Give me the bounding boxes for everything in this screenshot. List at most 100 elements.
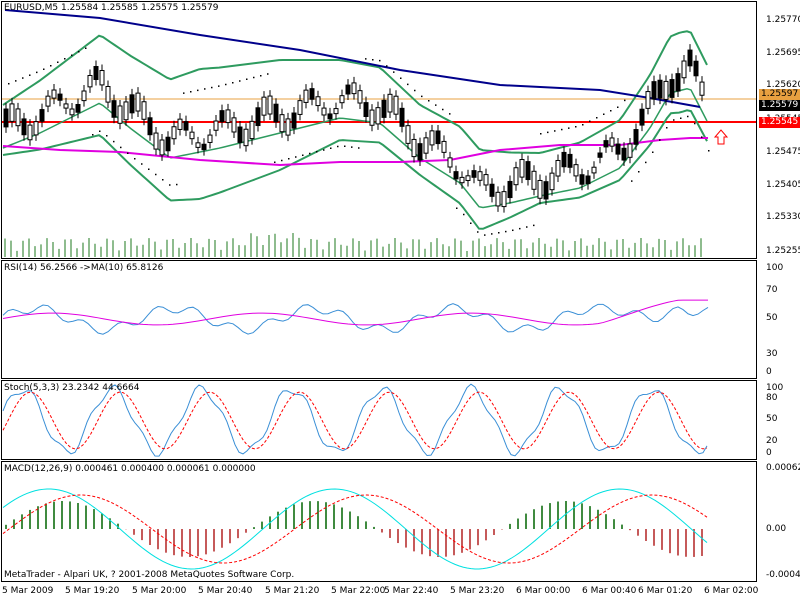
candle-body bbox=[459, 176, 465, 184]
parabolic-sar-dot bbox=[568, 127, 570, 129]
parabolic-sar-dot bbox=[358, 147, 360, 149]
candle-body bbox=[255, 107, 261, 127]
candle-body bbox=[93, 66, 99, 80]
candle-body bbox=[393, 95, 399, 115]
candle-body bbox=[471, 170, 477, 178]
parabolic-sar-dot bbox=[463, 213, 465, 216]
parabolic-sar-dot bbox=[666, 127, 668, 129]
parabolic-sar-dot bbox=[575, 126, 577, 128]
candle-body bbox=[483, 174, 489, 186]
candle-body bbox=[387, 93, 393, 113]
candle-body bbox=[543, 181, 549, 200]
parabolic-sar-dot bbox=[204, 88, 206, 90]
candle-body bbox=[603, 140, 609, 148]
candle-body bbox=[675, 73, 681, 92]
parabolic-sar-dot bbox=[652, 151, 654, 153]
candle-body bbox=[609, 137, 615, 147]
time-label: 5 Mar 21:20 bbox=[265, 586, 320, 596]
time-label: 5 Mar 2009 bbox=[2, 586, 54, 596]
candle-body bbox=[21, 118, 27, 136]
time-label: 5 Mar 23:20 bbox=[450, 586, 505, 596]
parabolic-sar-dot bbox=[393, 71, 395, 73]
stoch-axis-label: 50 bbox=[766, 414, 778, 424]
candle-body bbox=[447, 157, 453, 168]
parabolic-sar-dot bbox=[407, 83, 409, 86]
rsi-axis-label: 100 bbox=[766, 263, 784, 273]
time-label: 5 Mar 20:40 bbox=[198, 586, 253, 596]
time-label: 5 Mar 22:00 bbox=[331, 586, 386, 596]
candle-body bbox=[657, 79, 663, 99]
candle-body bbox=[615, 143, 621, 155]
time-label: 5 Mar 22:40 bbox=[384, 586, 439, 596]
parabolic-sar-dot bbox=[442, 108, 444, 111]
candle-body bbox=[111, 100, 117, 118]
candle-body bbox=[75, 104, 81, 113]
candle-body bbox=[399, 107, 405, 127]
candle-body bbox=[297, 100, 303, 115]
parabolic-sar-dot bbox=[456, 207, 458, 209]
candle-body bbox=[597, 152, 603, 158]
parabolic-sar-dot bbox=[708, 150, 710, 152]
candle-body bbox=[699, 81, 705, 96]
candle-body bbox=[561, 151, 567, 168]
slow-moving-average-line bbox=[4, 9, 701, 108]
parabolic-sar-dot bbox=[540, 133, 542, 135]
candle-body bbox=[369, 109, 375, 126]
parabolic-sar-dot bbox=[260, 75, 262, 77]
parabolic-sar-dot bbox=[309, 152, 311, 155]
parabolic-sar-dot bbox=[638, 171, 640, 173]
parabolic-sar-dot bbox=[687, 115, 689, 118]
candle-body bbox=[225, 109, 231, 124]
bollinger-upper-line bbox=[2, 30, 708, 154]
parabolic-sar-dot bbox=[344, 145, 346, 147]
parabolic-sar-dot bbox=[253, 76, 255, 79]
candle-body bbox=[555, 159, 561, 177]
parabolic-sar-dot bbox=[624, 99, 626, 102]
candle-body bbox=[39, 109, 45, 122]
stoch-axis-label: 20 bbox=[766, 436, 778, 446]
bollinger-middle-line bbox=[2, 87, 708, 209]
candle-body bbox=[417, 143, 423, 161]
time-label: 6 Mar 02:00 bbox=[704, 586, 759, 596]
candle-body bbox=[537, 179, 543, 199]
candle-body bbox=[645, 91, 651, 109]
up-arrow-icon bbox=[713, 129, 729, 145]
candle-body bbox=[279, 114, 285, 133]
parabolic-sar-dot bbox=[659, 139, 661, 141]
candle-body bbox=[309, 88, 315, 100]
line-price-tag: 1.25545 bbox=[759, 117, 800, 128]
parabolic-sar-dot bbox=[22, 77, 24, 79]
candle-body bbox=[15, 108, 21, 127]
parabolic-sar-dot bbox=[302, 154, 304, 156]
candle-body bbox=[291, 112, 297, 129]
candle-body bbox=[357, 90, 363, 104]
macd-axis-label: 0.00 bbox=[766, 524, 787, 534]
candle-body bbox=[381, 99, 387, 118]
candle-body bbox=[123, 101, 129, 121]
parabolic-sar-dot bbox=[232, 82, 234, 84]
candle-body bbox=[135, 92, 141, 112]
parabolic-sar-dot bbox=[449, 113, 451, 115]
candle-body bbox=[627, 143, 633, 158]
parabolic-sar-dot bbox=[197, 89, 199, 92]
price-label: 1.25770 bbox=[766, 15, 800, 25]
parabolic-sar-dot bbox=[694, 122, 696, 125]
macd-pane bbox=[1, 461, 757, 582]
price-label: 1.25620 bbox=[766, 80, 800, 90]
main-header: EURUSD,M5 1.25584 1.25585 1.25575 1.2557… bbox=[4, 3, 219, 13]
parabolic-sar-dot bbox=[512, 229, 514, 232]
time-label: 6 Mar 00:40 bbox=[582, 586, 637, 596]
rsi-axis-label: 0 bbox=[766, 367, 772, 377]
parabolic-sar-dot bbox=[120, 146, 122, 149]
candle-body bbox=[693, 60, 699, 77]
parabolic-sar-dot bbox=[680, 117, 682, 119]
parabolic-sar-dot bbox=[218, 85, 220, 87]
parabolic-sar-dot bbox=[162, 179, 164, 181]
parabolic-sar-dot bbox=[365, 58, 367, 60]
candle-body bbox=[567, 153, 573, 168]
candle-body bbox=[267, 95, 273, 115]
candle-body bbox=[435, 130, 441, 145]
candle-body bbox=[339, 95, 345, 104]
